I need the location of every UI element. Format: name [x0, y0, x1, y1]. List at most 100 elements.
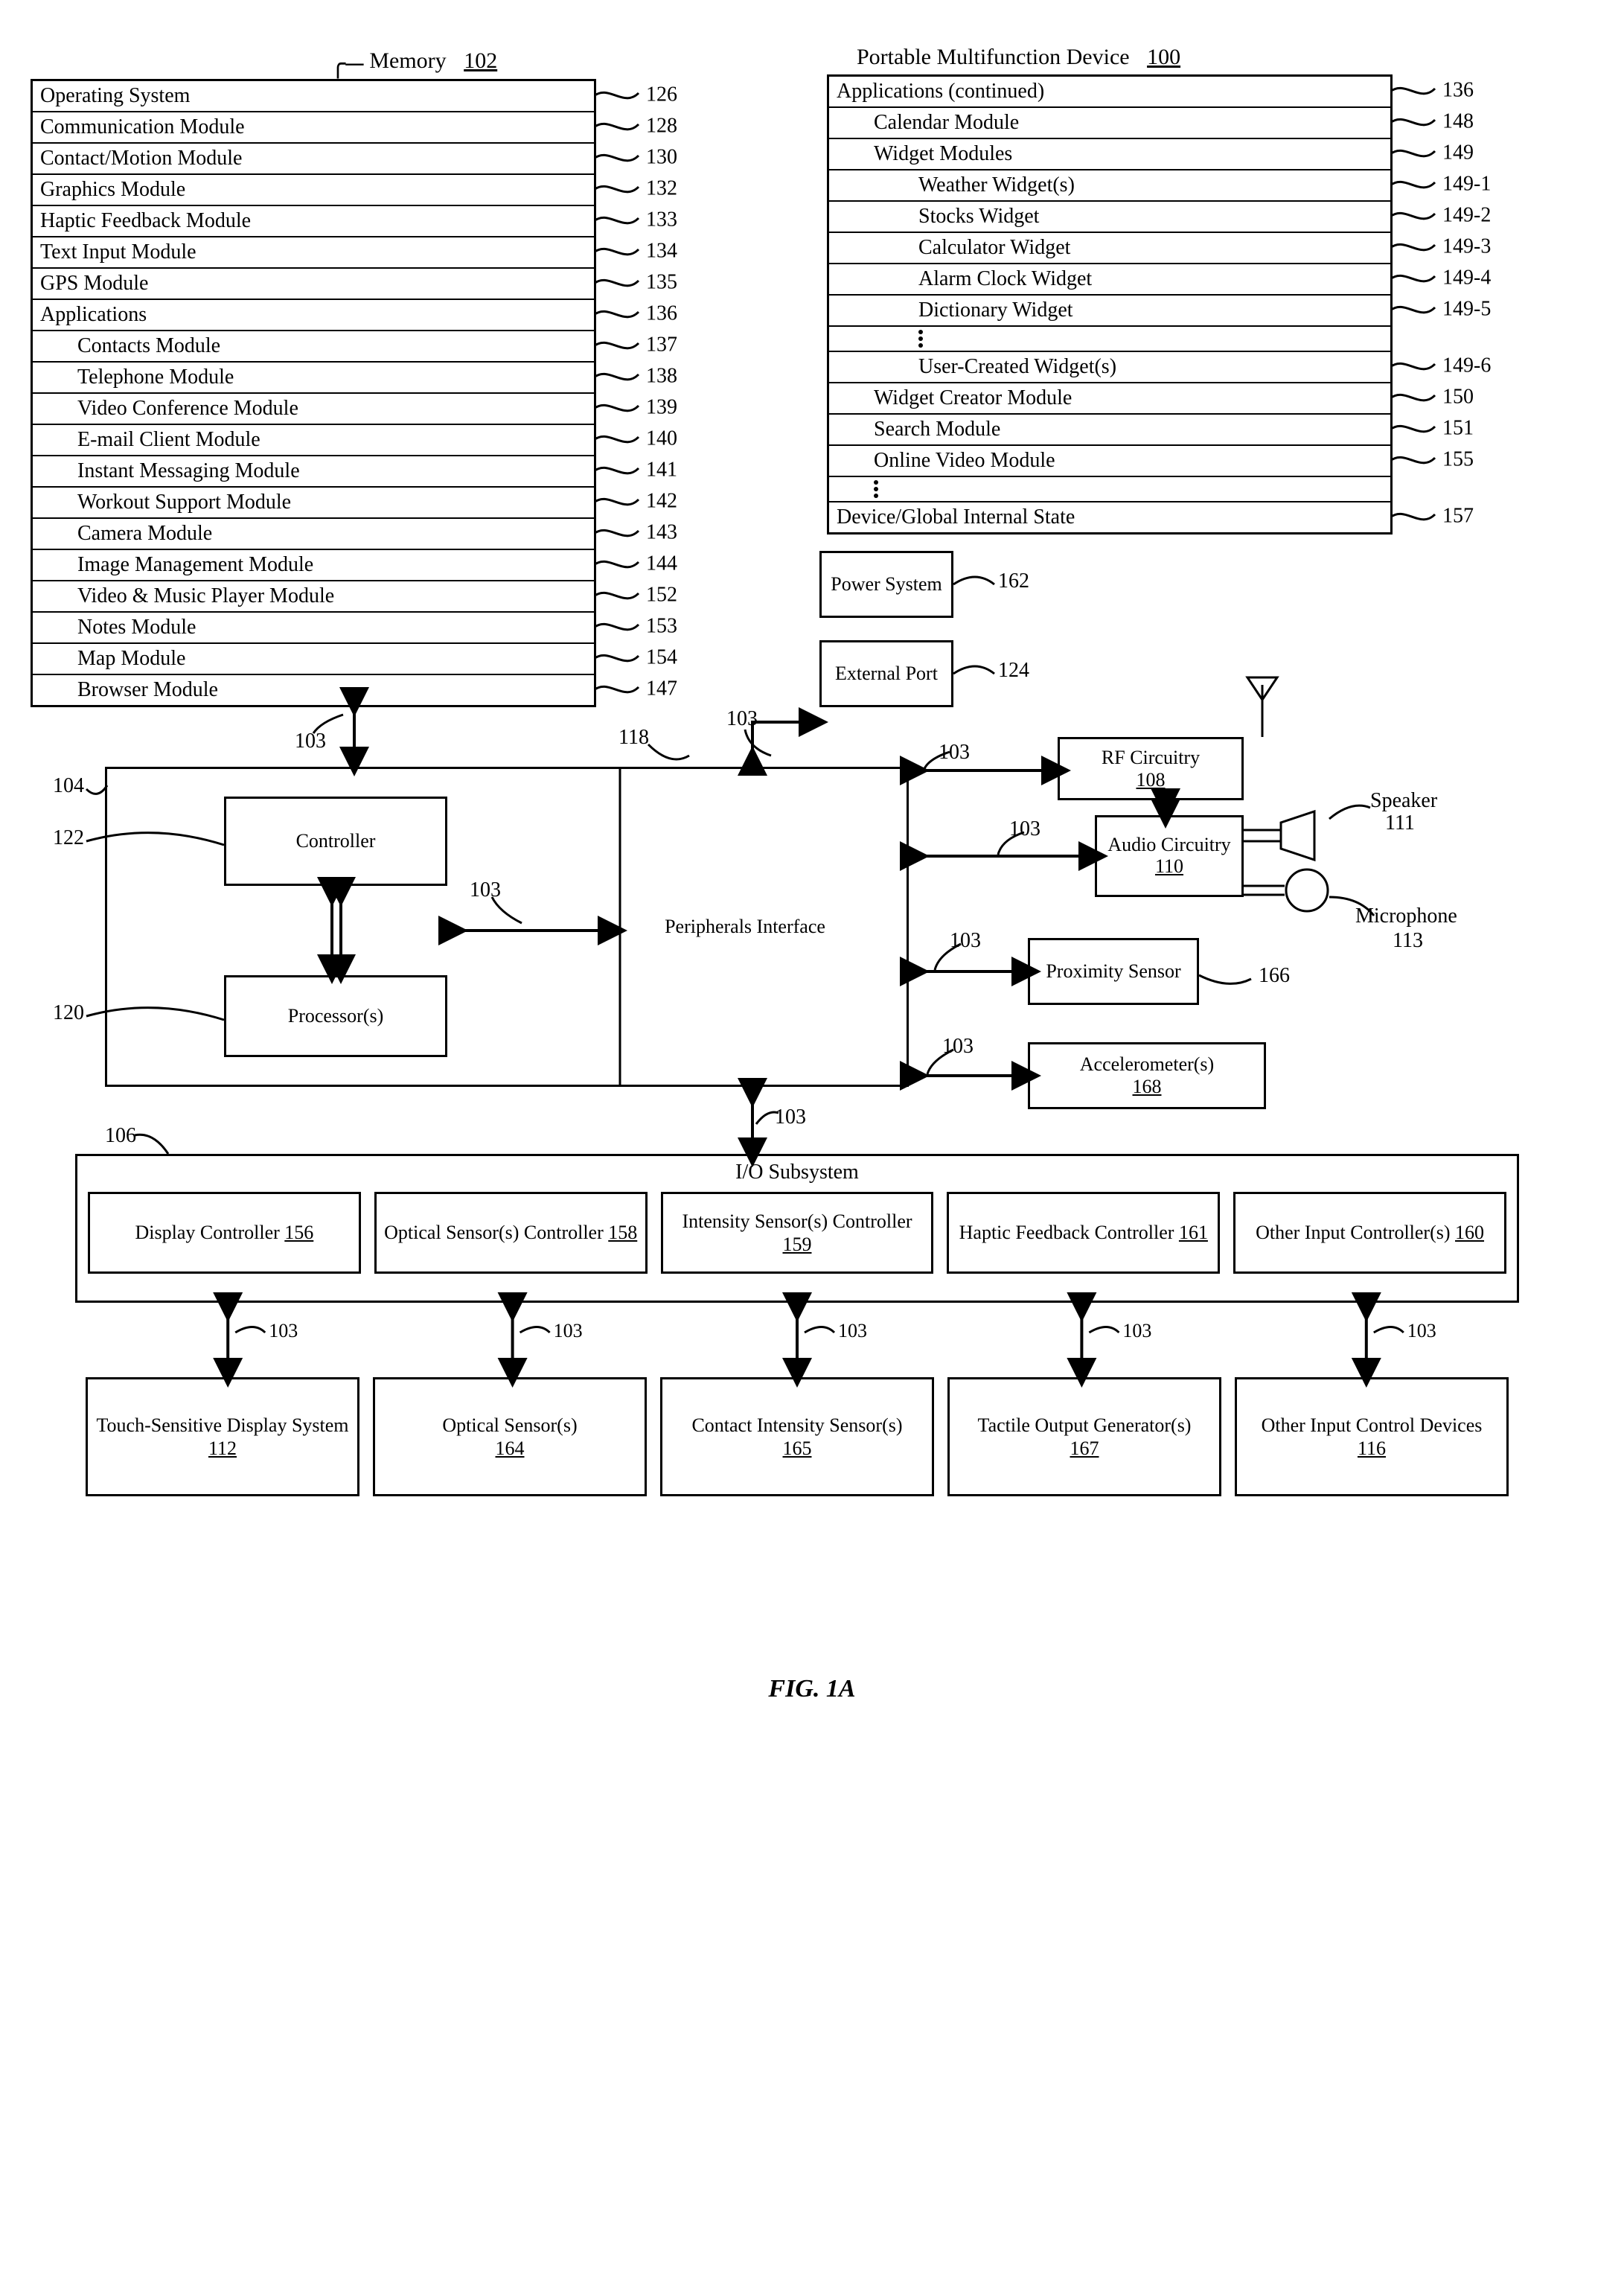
io-controller-cell: Display Controller 156	[88, 1192, 361, 1274]
bus-ref-mem: 103	[295, 730, 326, 753]
accel-ref: 168	[1133, 1076, 1162, 1098]
apps-column: Portable Multifunction Device 100 Applic…	[827, 45, 1593, 535]
module-row: Online Video Module155	[829, 446, 1390, 477]
module-row: GPS Module135	[33, 269, 594, 300]
ref-number: 147	[646, 677, 677, 701]
ref-number: 149-1	[1442, 172, 1491, 196]
apps-stack: Applications (continued)136Calendar Modu…	[827, 74, 1393, 535]
bus-ref-ep: 103	[726, 707, 758, 731]
power-system-label: Power System	[831, 574, 942, 596]
module-row: Widget Creator Module150	[829, 383, 1390, 415]
module-row: Graphics Module132	[33, 175, 594, 206]
module-row: Operating System126	[33, 81, 594, 112]
ref-number: 137	[646, 333, 677, 357]
controller-ref: 122	[53, 826, 84, 850]
ref-number: 132	[646, 176, 677, 200]
io-device-cell: Tactile Output Generator(s)167	[947, 1377, 1221, 1496]
module-row: Image Management Module144	[33, 550, 594, 581]
ref-number: 135	[646, 270, 677, 294]
io-subsystem-box: I/O Subsystem Display Controller 156Opti…	[75, 1154, 1519, 1303]
ref-number: 138	[646, 364, 677, 388]
module-row: Applications136	[33, 300, 594, 331]
device-title: Portable Multifunction Device	[857, 45, 1130, 70]
processor-ref: 120	[53, 1001, 84, 1025]
ref-number: 128	[646, 114, 677, 138]
ref-number: 150	[1442, 385, 1474, 409]
module-row: Calendar Module148	[829, 108, 1390, 139]
rf-ref: 108	[1137, 769, 1166, 791]
module-row: Applications (continued)136	[829, 77, 1390, 108]
module-row: Contact/Motion Module130	[33, 144, 594, 175]
processor-label: Processor(s)	[288, 1005, 384, 1027]
ref-number: 149-5	[1442, 297, 1491, 321]
module-row: Instant Messaging Module141	[33, 456, 594, 488]
memory-column: ╭─ Memory 102 Operating System126Communi…	[31, 45, 797, 707]
ref-number: 149-6	[1442, 354, 1491, 377]
module-row: Notes Module153	[33, 613, 594, 644]
module-row: Haptic Feedback Module133	[33, 206, 594, 237]
peripherals-box: Peripherals Interface	[626, 797, 864, 1057]
processor-box: Processor(s)	[224, 975, 447, 1057]
audio-label: Audio Circuitry	[1107, 835, 1230, 856]
ref-number: 140	[646, 427, 677, 450]
ref-number: 149-4	[1442, 266, 1491, 290]
ref-number: 139	[646, 395, 677, 419]
audio-ref: 110	[1155, 855, 1183, 878]
io-subsystem-ref: 106	[105, 1124, 136, 1148]
bus-ref-1: 103	[470, 878, 501, 902]
proximity-box: Proximity Sensor	[1028, 938, 1199, 1005]
ref-number: 130	[646, 145, 677, 169]
mic-ref: 113	[1393, 929, 1423, 953]
io-device-cell: Optical Sensor(s)164	[373, 1377, 647, 1496]
rf-label: RF Circuitry	[1102, 747, 1200, 769]
antenna-icon	[1236, 674, 1288, 741]
module-row: Browser Module147	[33, 675, 594, 705]
io-controller-cell: Haptic Feedback Controller 161	[947, 1192, 1220, 1274]
io-device-cell: Other Input Control Devices116	[1235, 1377, 1509, 1496]
peripherals-ref: 118	[618, 726, 649, 750]
module-row: E-mail Client Module140	[33, 425, 594, 456]
io-subsystem-title: I/O Subsystem	[77, 1156, 1517, 1186]
ref-number: 143	[646, 520, 677, 544]
accel-box: Accelerometer(s) 168	[1028, 1042, 1266, 1109]
module-row: Widget Modules149	[829, 139, 1390, 170]
ref-number: 157	[1442, 504, 1474, 528]
module-row	[829, 477, 1390, 502]
ref-number: 136	[646, 301, 677, 325]
svg-text:103: 103	[1407, 1320, 1436, 1341]
module-row: Workout Support Module142	[33, 488, 594, 519]
io-device-cell: Touch-Sensitive Display System112	[86, 1377, 359, 1496]
microphone-icon	[1244, 871, 1340, 916]
module-row: Text Input Module134	[33, 237, 594, 269]
module-row: Device/Global Internal State157	[829, 502, 1390, 532]
ref-number: 151	[1442, 416, 1474, 440]
ref-number: 133	[646, 208, 677, 232]
ref-number: 149	[1442, 141, 1474, 165]
peripherals-label: Peripherals Interface	[665, 915, 825, 938]
rf-box: RF Circuitry 108	[1058, 737, 1244, 800]
ref-number: 148	[1442, 109, 1474, 133]
io-controller-cell: Other Input Controller(s) 160	[1233, 1192, 1506, 1274]
cpu-container-ref: 104	[53, 774, 84, 798]
external-port-ref: 124	[998, 659, 1029, 683]
ref-number: 136	[1442, 78, 1474, 102]
svg-text:103: 103	[838, 1320, 867, 1341]
module-row: User-Created Widget(s)149-6	[829, 352, 1390, 383]
module-row: Contacts Module137	[33, 331, 594, 363]
svg-text:103: 103	[269, 1320, 298, 1341]
ref-number: 155	[1442, 447, 1474, 471]
memory-stack: Operating System126Communication Module1…	[31, 79, 596, 707]
module-row: Alarm Clock Widget149-4	[829, 264, 1390, 296]
external-port-label: External Port	[835, 663, 938, 685]
proximity-ref: 166	[1259, 964, 1290, 988]
module-row: Search Module151	[829, 415, 1390, 446]
ref-number: 134	[646, 239, 677, 263]
memory-ref: 102	[464, 48, 497, 74]
hardware-area: Power System 162 External Port 124 104 C…	[31, 737, 1534, 1630]
module-row: Calculator Widget149-3	[829, 233, 1390, 264]
ref-number: 141	[646, 458, 677, 482]
figure-caption: FIG. 1A	[31, 1675, 1593, 1703]
brace-icon: ╭─	[330, 49, 364, 79]
ref-number: 149-3	[1442, 234, 1491, 258]
speaker-ref: 111	[1385, 811, 1415, 835]
